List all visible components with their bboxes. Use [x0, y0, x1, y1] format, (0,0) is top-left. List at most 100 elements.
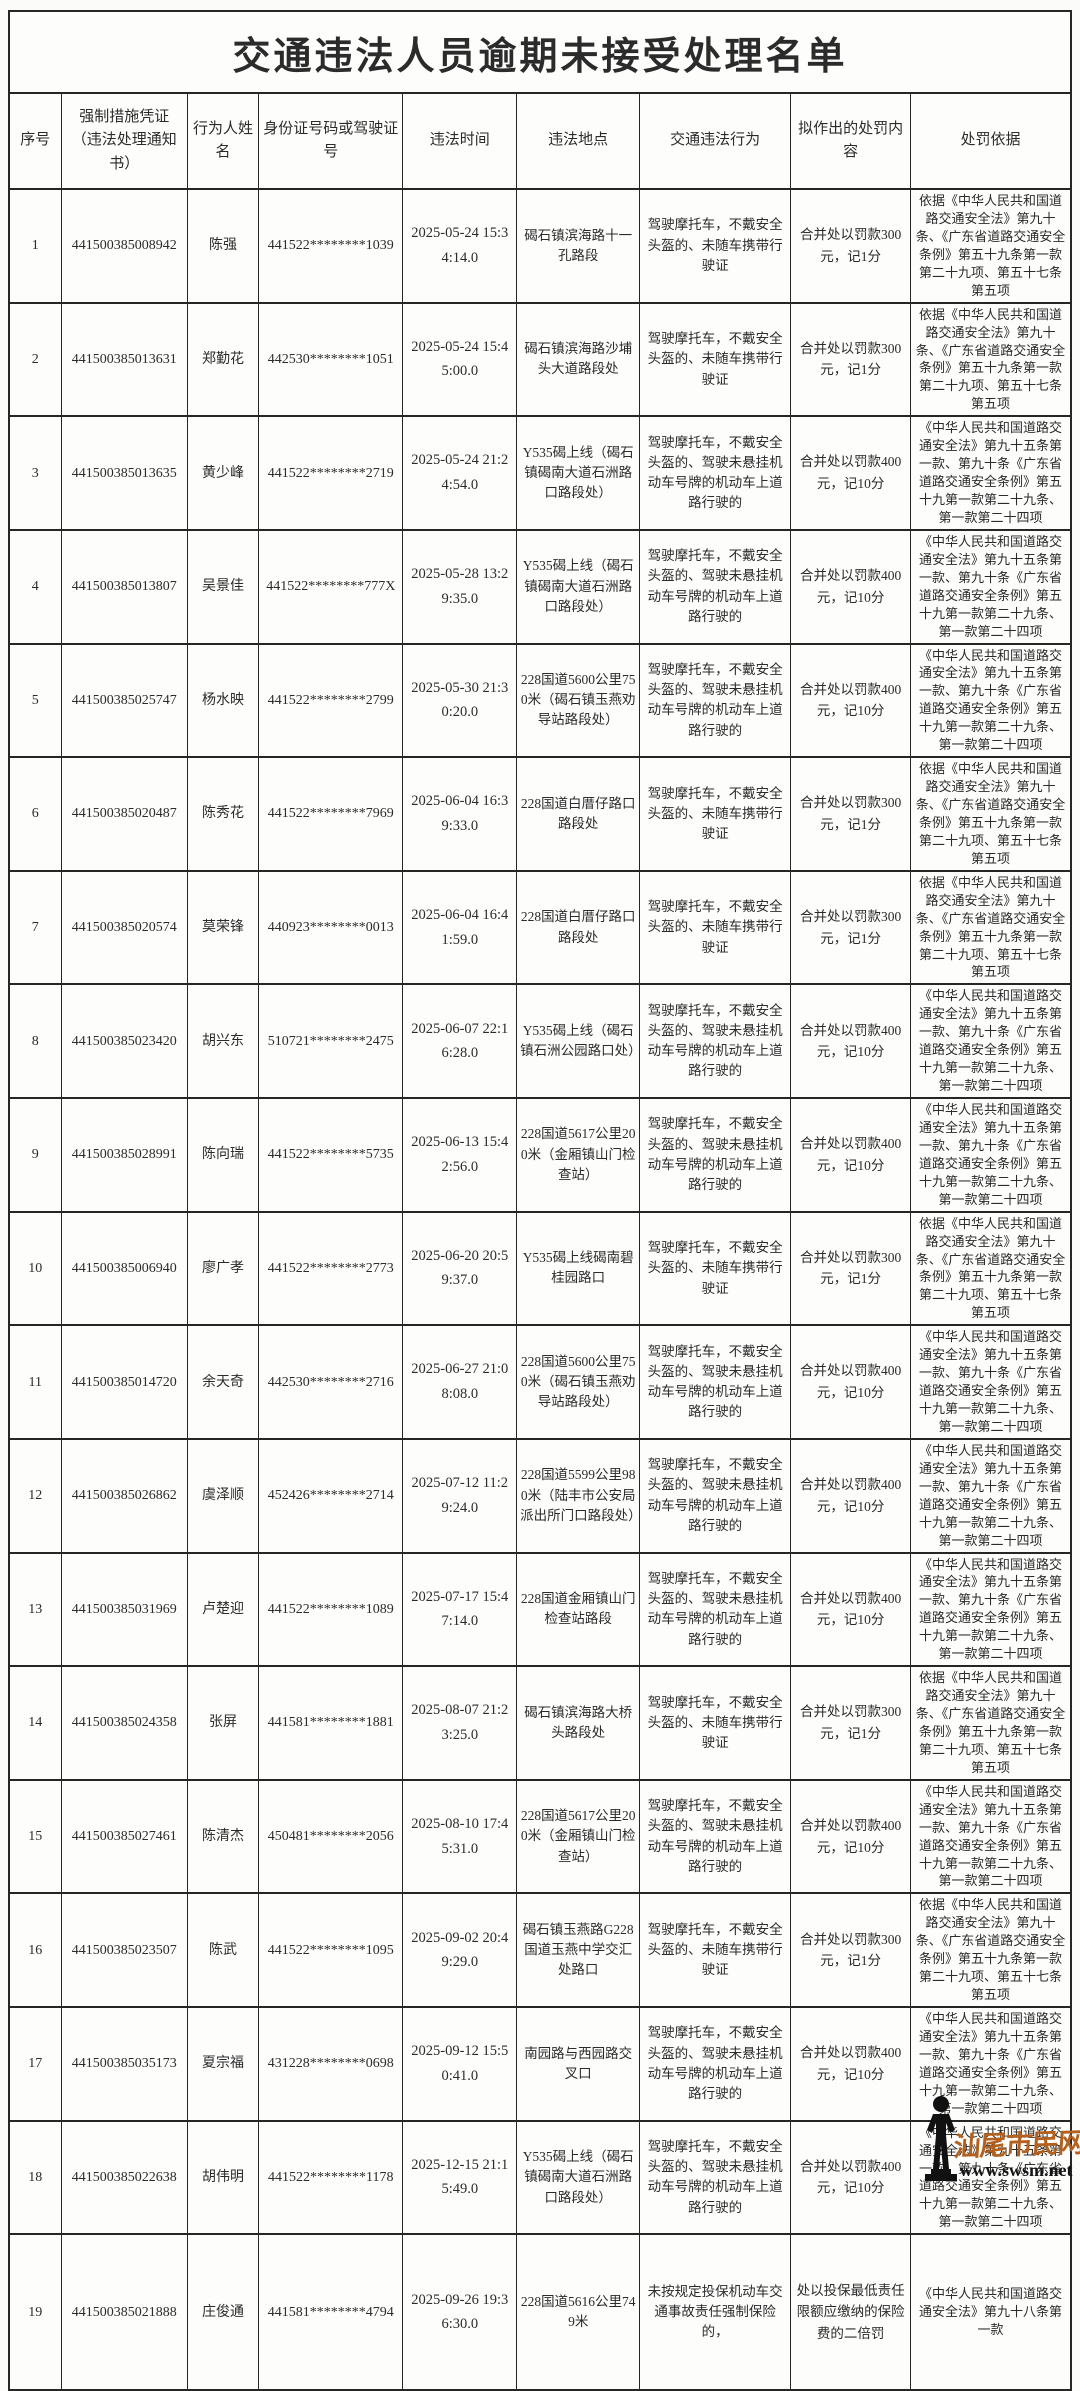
table-cell: 南园路与西园路交叉口: [516, 2006, 641, 2122]
table-cell: 合并处以罚款300元，记1分: [790, 188, 912, 304]
table-cell: 441500385006940: [60, 1210, 188, 1326]
table-cell: 5: [8, 642, 62, 758]
table-cell: 228国道5599公里980米（陆丰市公安局派出所门口路段处）: [516, 1437, 642, 1553]
table-cell: 卢楚迎: [186, 1551, 260, 1667]
table-cell: 碣石镇滨海路十一孔路段: [516, 188, 641, 304]
table-cell: 2025-06-07 22:16:28.0: [402, 983, 518, 1099]
table-cell: 2025-06-04 16:39:33.0: [402, 756, 518, 872]
page-title: 交通违法人员逾期未接受处理名单: [8, 10, 1072, 94]
table-cell: 441500385014720: [60, 1324, 188, 1440]
table-cell: 依据《中华人民共和国道路交通安全法》第九十条、《广东省道路交通安全条例》第五十九…: [910, 188, 1072, 304]
table-cell: 441500385013631: [60, 301, 188, 417]
table-cell: 2025-05-24 15:34:14.0: [402, 188, 518, 304]
table-cell: 依据《中华人民共和国道路交通安全法》第九十条、《广东省道路交通安全条例》第五十九…: [910, 1665, 1072, 1781]
table-cell: 441581********4794: [258, 2233, 404, 2391]
table-cell: 依据《中华人民共和国道路交通安全法》第九十条、《广东省道路交通安全条例》第五十九…: [910, 869, 1072, 985]
table-cell: 2025-09-02 20:49:29.0: [402, 1892, 518, 2008]
table-cell: 1: [8, 188, 62, 304]
table-row: 6 441500385020487 陈秀花 441522********7969 202…: [8, 756, 1072, 872]
table-cell: 《中华人民共和国道路交通安全法》第九十八条第一款: [910, 2233, 1072, 2391]
table-row: 10 441500385006940 廖广孝 441522********2773 20…: [8, 1210, 1072, 1326]
table-cell: 15: [8, 1778, 62, 1894]
table-cell: 228国道5617公里200米（金厢镇山门检查站）: [516, 1097, 641, 1213]
table-cell: 12: [8, 1437, 62, 1553]
table-cell: 16: [8, 1892, 62, 2008]
table-cell: 228国道白厝仔路口路段处: [516, 869, 641, 985]
table-cell: 合并处以罚款300元，记1分: [790, 869, 912, 985]
table-cell: 10: [8, 1210, 62, 1326]
table-cell: 3: [8, 415, 62, 531]
table-cell: 《中华人民共和国道路交通安全法》第九十五条第一款、第九十条《广东省道路交通安全条…: [910, 415, 1072, 531]
table-cell: 碣石镇滨海路沙埔头大道路段处: [516, 301, 641, 417]
table-row: 11 441500385014720 余天奇 442530********2716 20…: [8, 1324, 1072, 1440]
column-header-notice-number: 强制措施凭证（违法处理通知书）: [60, 92, 188, 190]
table-cell: 441500385023507: [60, 1892, 188, 2008]
table-cell: 441500385022638: [60, 2119, 188, 2235]
table-cell: 2025-05-24 15:45:00.0: [402, 301, 518, 417]
table-cell: 441500385020574: [60, 869, 188, 985]
table-cell: 合并处以罚款300元，记1分: [790, 1210, 912, 1326]
table-cell: 驾驶摩托车，不戴安全头盔的、驾驶未悬挂机动车号牌的机动车上道路行驶的: [639, 1097, 792, 1213]
table-cell: 9: [8, 1097, 62, 1213]
table-cell: 441500385025747: [60, 642, 188, 758]
column-header-violation-behavior: 交通违法行为: [639, 92, 792, 190]
table-cell: 441522********2719: [258, 415, 404, 531]
table-cell: Y535碣上线（碣石镇碣南大道石洲路口路段处）: [516, 415, 641, 531]
table-cell: 2025-06-04 16:41:59.0: [402, 869, 518, 985]
table-cell: 2025-06-13 15:42:56.0: [402, 1097, 518, 1213]
table-cell: 碣石镇玉燕路G228国道玉燕中学交汇处路口: [516, 1892, 641, 2008]
table-row: 17 441500385035173 夏宗福 431228********0698 20…: [8, 2006, 1072, 2122]
table-cell: 441522********1089: [258, 1551, 404, 1667]
table-row: 14 441500385024358 张屏 441581********1881 202…: [8, 1665, 1072, 1781]
table-cell: 2025-06-27 21:08:08.0: [402, 1324, 518, 1440]
table-row: 9 441500385028991 陈向瑞 441522********5735 202…: [8, 1097, 1072, 1213]
table-cell: 莫荣锋: [186, 869, 260, 985]
column-header-penalty-content: 拟作出的处罚内容: [790, 92, 912, 190]
table-cell: 2025-06-20 20:59:37.0: [402, 1210, 518, 1326]
table-cell: 441500385013807: [60, 528, 188, 644]
table-cell: 合并处以罚款300元，记1分: [790, 756, 912, 872]
table-cell: 陈武: [186, 1892, 260, 2008]
table-cell: 驾驶摩托车，不戴安全头盔的、未随车携带行驶证: [639, 188, 792, 304]
table-cell: Y535碣上线碣南碧桂园路口: [516, 1210, 641, 1326]
table-row: 3 441500385013635 黄少峰 441522********2719 202…: [8, 415, 1072, 531]
table-cell: 228国道5600公里750米（碣石镇玉燕劝导站路段处）: [516, 642, 641, 758]
table-row: 7 441500385020574 莫荣锋 440923********0013 202…: [8, 869, 1072, 985]
table-cell: 441522********1178: [258, 2119, 404, 2235]
table-cell: 合并处以罚款400元，记10分: [790, 415, 912, 531]
table-cell: Y535碣上线（碣石镇石洲公园路口处）: [516, 983, 642, 1099]
column-header-id-number: 身份证号码或驾驶证号: [258, 92, 404, 190]
table-cell: 442530********1051: [258, 301, 404, 417]
table-cell: 合并处以罚款400元，记10分: [790, 2006, 912, 2122]
table-cell: 441581********1881: [258, 1665, 404, 1781]
table-cell: 陈强: [186, 188, 260, 304]
table-cell: 2: [8, 301, 62, 417]
table-cell: 郑勤花: [186, 301, 260, 417]
table-cell: 依据《中华人民共和国道路交通安全法》第九十条、《广东省道路交通安全条例》第五十九…: [910, 1892, 1072, 2008]
table-cell: 441500385023420: [60, 983, 188, 1099]
column-header-name: 行为人姓名: [186, 92, 260, 190]
table-cell: 《中华人民共和国道路交通安全法》第九十五条第一款、第九十条《广东省道路交通安全条…: [910, 1778, 1072, 1894]
table-row: 12 441500385026862 虞泽顺 452426********2714 20…: [8, 1437, 1072, 1553]
table-cell: 7: [8, 869, 62, 985]
table-cell: 441522********777X: [258, 528, 404, 644]
table-cell: 胡兴东: [186, 983, 260, 1099]
table-cell: 441500385013635: [60, 415, 188, 531]
table-cell: 《中华人民共和国道路交通安全法》第九十五条第一款、第九十条《广东省道路交通安全条…: [910, 1437, 1072, 1553]
table-cell: 510721********2475: [258, 983, 404, 1099]
table-cell: 黄少峰: [186, 415, 260, 531]
table-cell: 441500385008942: [60, 188, 188, 304]
table-cell: 合并处以罚款400元，记10分: [790, 1778, 912, 1894]
table-cell: Y535碣上线（碣石镇碣南大道石洲路口路段处）: [516, 528, 641, 644]
table-cell: 合并处以罚款300元，记1分: [790, 1665, 912, 1781]
table-cell: 228国道金厢镇山门检查站路段: [516, 1551, 641, 1667]
table-cell: 2025-08-07 21:23:25.0: [402, 1665, 518, 1781]
table-row: 5 441500385025747 杨水映 441522********2799 202…: [8, 642, 1072, 758]
table-cell: 2025-09-26 19:36:30.0: [402, 2233, 518, 2391]
table-row: 13 441500385031969 卢楚迎 441522********1089 20…: [8, 1551, 1072, 1667]
table-cell: 驾驶摩托车，不戴安全头盔的、驾驶未悬挂机动车号牌的机动车上道路行驶的: [639, 1437, 792, 1553]
table-cell: 驾驶摩托车，不戴安全头盔的、驾驶未悬挂机动车号牌的机动车上道路行驶的: [639, 2119, 792, 2235]
table-cell: 未按规定投保机动车交通事故责任强制保险的，: [639, 2233, 792, 2391]
table-cell: Y535碣上线（碣石镇碣南大道石洲路口路段处）: [516, 2119, 641, 2235]
table-cell: 2025-05-28 13:29:35.0: [402, 528, 518, 644]
